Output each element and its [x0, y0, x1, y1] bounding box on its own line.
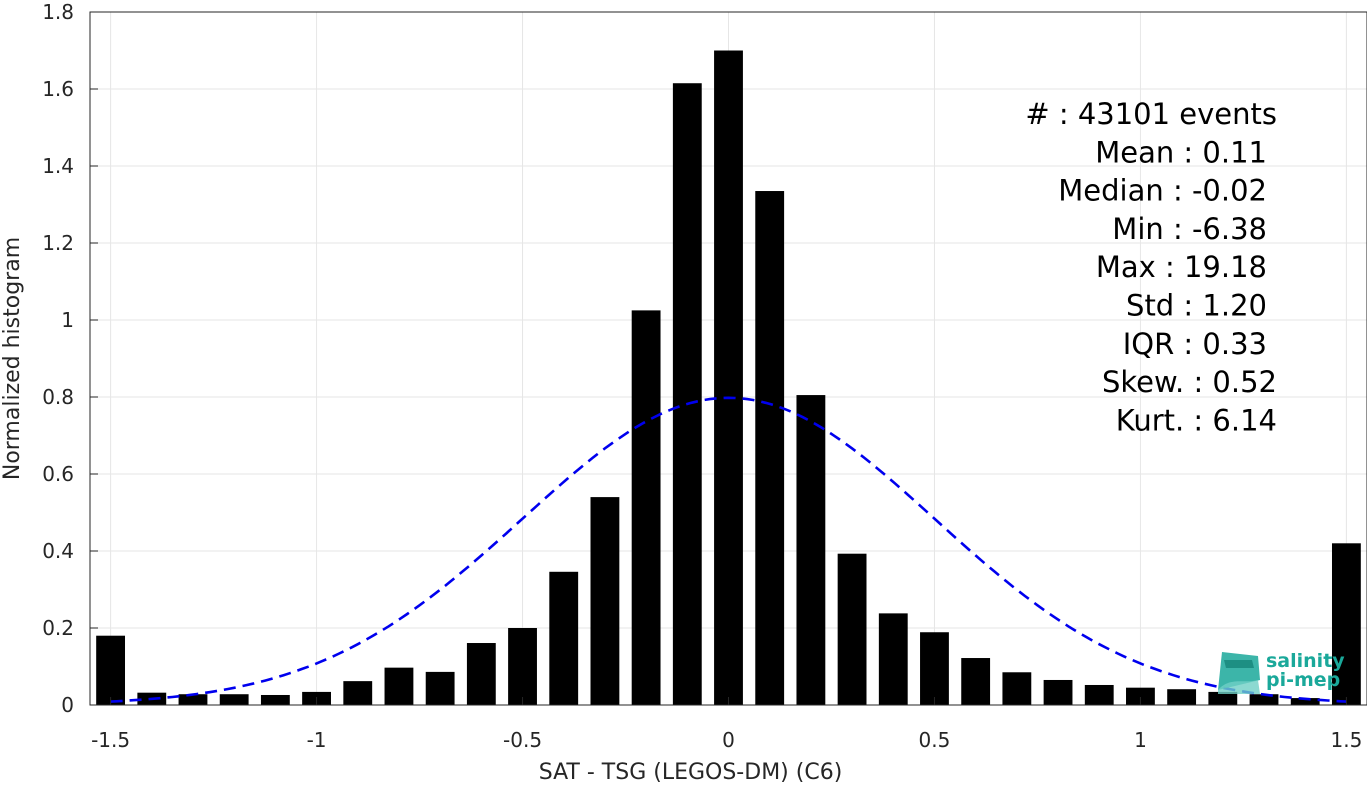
- histogram-bar: [796, 395, 826, 705]
- stat-line: Mean : 0.11: [1095, 135, 1267, 169]
- x-tick-label: 1.5: [1330, 728, 1362, 752]
- histogram-bar: [672, 83, 702, 706]
- histogram-bar: [1208, 691, 1238, 705]
- y-tick-label: 0.6: [42, 462, 74, 486]
- stat-line: Kurt. : 6.14: [1116, 403, 1277, 437]
- histogram-bar: [1002, 672, 1032, 705]
- histogram-bar: [1126, 687, 1155, 705]
- histogram-bar: [920, 632, 949, 705]
- histogram-bar: [1167, 689, 1197, 705]
- x-tick-label: 1: [1134, 728, 1147, 752]
- y-axis-label: Normalized histogram: [0, 237, 25, 480]
- histogram-bar: [878, 613, 908, 705]
- y-tick-label: 1.2: [42, 231, 74, 255]
- stat-line: Min : -6.38: [1112, 212, 1267, 246]
- histogram-bar: [178, 694, 208, 705]
- y-tick-label: 0.4: [42, 539, 74, 563]
- y-tick-label: 1.8: [42, 0, 74, 24]
- stat-line: Skew. : 0.52: [1102, 365, 1277, 399]
- stat-line: Median : -0.02: [1058, 174, 1267, 208]
- stats-annotation: # : 43101 events Mean : 0.11 Median : -0.0…: [1025, 97, 1277, 437]
- histogram-bar: [1331, 543, 1361, 705]
- x-tick-label: 0.5: [919, 728, 951, 752]
- logo-text-pimep: pi-mep: [1266, 669, 1340, 691]
- histogram-bar: [219, 694, 249, 705]
- y-tick-label: 0: [61, 693, 74, 717]
- histogram-bar: [425, 671, 455, 705]
- stat-line: Std : 1.20: [1126, 289, 1267, 323]
- stat-line: # : 43101 events: [1025, 97, 1277, 131]
- logo-text-salinity: salinity: [1266, 650, 1345, 672]
- x-axis-label: SAT - TSG (LEGOS-DM) (C6): [539, 760, 843, 785]
- histogram-bar: [837, 553, 867, 705]
- histogram-bar: [260, 694, 290, 705]
- histogram-bar: [96, 635, 126, 705]
- histogram-bar: [631, 310, 661, 705]
- histogram-bar: [549, 571, 579, 705]
- histogram-bar: [1249, 694, 1279, 705]
- histogram-bar: [1084, 684, 1114, 705]
- x-axis-ticks: -1.5 -1 -0.5 0 0.5 1 1.5: [91, 697, 1362, 752]
- histogram-bar: [1043, 679, 1073, 705]
- y-tick-label: 1.6: [42, 77, 74, 101]
- y-axis-ticks: 0 0.2 0.4 0.6 0.8 1 1.2 1.4 1.6 1.8: [42, 0, 98, 717]
- histogram-bar: [755, 191, 785, 705]
- y-tick-label: 0.8: [42, 385, 74, 409]
- y-tick-label: 0.2: [42, 616, 74, 640]
- histogram-bar: [466, 643, 496, 705]
- histogram-bar: [384, 667, 414, 705]
- x-tick-label: 0: [722, 728, 735, 752]
- histogram-bar: [961, 658, 991, 705]
- histogram-bar: [590, 497, 620, 705]
- x-tick-label: -1.5: [91, 728, 130, 752]
- y-tick-label: 1: [61, 308, 74, 332]
- histogram-bar: [1290, 698, 1320, 705]
- x-tick-label: -1: [307, 728, 327, 752]
- stat-line: IQR : 0.33: [1123, 327, 1267, 361]
- histogram-bar: [714, 50, 743, 705]
- gaussian-fit-curve: [110, 396, 1347, 703]
- logo-wave-icon: [1218, 652, 1260, 694]
- y-tick-label: 1.4: [42, 154, 74, 178]
- stat-line: Max : 19.18: [1096, 250, 1267, 284]
- x-tick-label: -0.5: [503, 728, 542, 752]
- salinity-pimep-logo: salinity pi-mep: [1218, 650, 1345, 694]
- histogram-bar: [343, 681, 373, 705]
- histogram-bar: [508, 628, 537, 705]
